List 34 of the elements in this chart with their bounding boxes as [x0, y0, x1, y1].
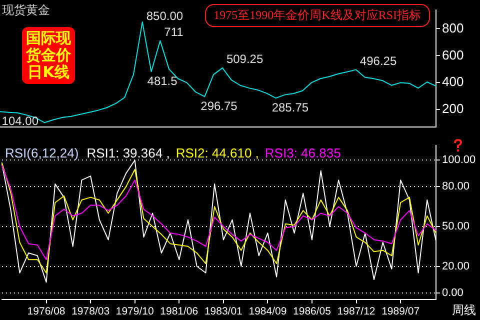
annotation: 104.00 [2, 114, 39, 128]
y-tick-label: 800 [442, 20, 464, 36]
text: RSI2: 44.610 , [176, 146, 259, 161]
y-tick-label: 0.00 [442, 286, 464, 299]
x-tick-label: 1983/01 [204, 306, 243, 318]
y-tick-label: 400 [442, 74, 464, 90]
y-tick-label: 50.00 [442, 220, 470, 233]
annotation: 496.25 [360, 54, 397, 68]
y-tick-label: 200 [442, 101, 464, 116]
text: RSI3: 46.835 [264, 146, 341, 161]
x-tick-label: 1981/06 [160, 306, 198, 318]
x-tick-label: 1976/08 [27, 306, 66, 318]
y-tick-label: 80.00 [442, 180, 470, 193]
x-tick-label: 1979/10 [116, 306, 154, 318]
annotation: 国际现货金价日K线 [26, 29, 71, 81]
chart-title: 1975至1990年金价周K线及对应RSI指标 [204, 4, 430, 27]
chart-subtitle: 现货黄金 [2, 2, 50, 19]
x-tick-label: 1978/03 [72, 306, 110, 318]
annotation: 711 [164, 25, 184, 40]
y-tick-label: 20.00 [442, 260, 470, 272]
annotation: 850.00 [146, 9, 184, 24]
series-label: RSI1: 39.364 , [86, 146, 170, 161]
x-tick-label: 1986/05 [293, 306, 332, 318]
annotation: 509.25 [226, 52, 264, 66]
legend-title: RSI(6,12,24) [5, 146, 79, 161]
annotation: 296.75 [200, 98, 238, 113]
x-tick-label: 1989/07 [382, 306, 420, 318]
x-tick-label: 1984/09 [248, 306, 287, 318]
y-tick-label: 100.00 [442, 154, 476, 166]
annotation: 285.75 [272, 100, 309, 114]
text: 周线 [452, 302, 476, 319]
x-tick-label: 1987/12 [337, 306, 376, 318]
annotation: 481.5 [147, 74, 178, 88]
y-tick-label: 600 [442, 47, 464, 62]
